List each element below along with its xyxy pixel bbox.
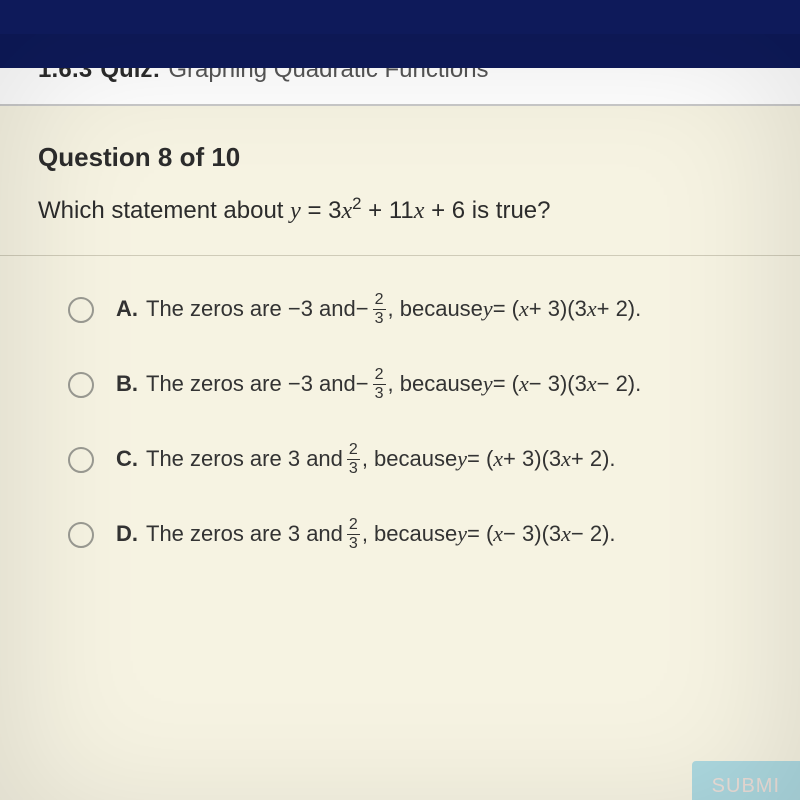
fraction: 2 3	[373, 292, 386, 327]
choice-c-text: C. The zeros are 3 and 2 3 , because y =…	[116, 442, 616, 477]
choice-letter: D.	[116, 521, 138, 547]
prompt-sup: 2	[352, 194, 361, 213]
eq-x2: x	[587, 371, 597, 397]
fraction-num: 2	[347, 517, 360, 535]
choice-fraction: 2 3	[343, 517, 362, 552]
fraction-num: 2	[347, 442, 360, 460]
eq-x1: x	[519, 296, 529, 322]
fraction-den: 3	[347, 535, 360, 552]
fraction-num: 2	[373, 367, 386, 385]
fraction-den: 3	[373, 310, 386, 327]
eq-after-y: = (	[467, 446, 493, 472]
eq-tail: + 2).	[571, 446, 616, 472]
fraction-sign: −	[356, 371, 369, 397]
eq-y: y	[457, 446, 467, 472]
choice-letter: B.	[116, 371, 138, 397]
choice-pre: The zeros are 3 and	[146, 446, 343, 472]
choice-letter: A.	[116, 296, 138, 322]
choice-c[interactable]: C. The zeros are 3 and 2 3 , because y =…	[68, 442, 762, 477]
choice-mid: , because	[388, 371, 483, 397]
radio-c[interactable]	[68, 447, 94, 473]
choice-d[interactable]: D. The zeros are 3 and 2 3 , because y =…	[68, 517, 762, 552]
eq-after-y: = (	[467, 521, 493, 547]
prompt-mid: + 11	[362, 197, 414, 224]
choice-mid: , because	[362, 521, 457, 547]
radio-b[interactable]	[68, 372, 94, 398]
prompt-eq: = 3	[301, 197, 342, 224]
eq-x2: x	[561, 521, 571, 547]
fraction-den: 3	[347, 460, 360, 477]
fraction: 2 3	[347, 442, 360, 477]
eq-tail: + 2).	[597, 296, 642, 322]
eq-mid: − 3)(3	[503, 521, 561, 547]
top-accent-bar	[0, 34, 800, 68]
prompt-var-x2: x	[414, 198, 425, 224]
question-prompt: Which statement about y = 3x2 + 11x + 6 …	[38, 193, 762, 229]
eq-mid: + 3)(3	[529, 296, 587, 322]
quiz-card: 1.6.3 Quiz: Graphing Quadratic Functions…	[0, 34, 800, 800]
prompt-var-x: x	[342, 198, 353, 224]
eq-after-y: = (	[493, 296, 519, 322]
eq-x2: x	[561, 446, 571, 472]
choices-list: A. The zeros are −3 and − 2 3 , because …	[38, 292, 762, 552]
question-number: Question 8 of 10	[38, 142, 762, 173]
prompt-tail: + 6 is true?	[424, 197, 550, 224]
choice-a[interactable]: A. The zeros are −3 and − 2 3 , because …	[68, 292, 762, 327]
eq-after-y: = (	[493, 371, 519, 397]
choice-pre: The zeros are 3 and	[146, 521, 343, 547]
submit-button[interactable]: SUBMI	[692, 761, 800, 800]
eq-tail: − 2).	[571, 521, 616, 547]
eq-x1: x	[493, 521, 503, 547]
choice-a-text: A. The zeros are −3 and − 2 3 , because …	[116, 292, 641, 327]
eq-y: y	[483, 371, 493, 397]
choice-fraction: − 2 3	[356, 367, 388, 402]
choice-mid: , because	[388, 296, 483, 322]
eq-mid: + 3)(3	[503, 446, 561, 472]
eq-x1: x	[519, 371, 529, 397]
eq-x1: x	[493, 446, 503, 472]
choice-fraction: 2 3	[343, 442, 362, 477]
fraction-num: 2	[373, 292, 386, 310]
eq-tail: − 2).	[597, 371, 642, 397]
eq-mid: − 3)(3	[529, 371, 587, 397]
choice-pre: The zeros are −3 and	[146, 296, 356, 322]
choice-pre: The zeros are −3 and	[146, 371, 356, 397]
fraction: 2 3	[347, 517, 360, 552]
choice-d-text: D. The zeros are 3 and 2 3 , because y =…	[116, 517, 616, 552]
eq-y: y	[483, 296, 493, 322]
radio-d[interactable]	[68, 522, 94, 548]
prompt-prefix: Which statement about	[38, 197, 290, 224]
fraction: 2 3	[373, 367, 386, 402]
fraction-sign: −	[356, 296, 369, 322]
choice-b-text: B. The zeros are −3 and − 2 3 , because …	[116, 367, 641, 402]
prompt-divider	[0, 255, 800, 256]
prompt-var-y: y	[290, 198, 301, 224]
eq-y: y	[457, 521, 467, 547]
eq-x2: x	[587, 296, 597, 322]
choice-letter: C.	[116, 446, 138, 472]
fraction-den: 3	[373, 385, 386, 402]
radio-a[interactable]	[68, 297, 94, 323]
choice-mid: , because	[362, 446, 457, 472]
choice-fraction: − 2 3	[356, 292, 388, 327]
choice-b[interactable]: B. The zeros are −3 and − 2 3 , because …	[68, 367, 762, 402]
quiz-content: Question 8 of 10 Which statement about y…	[0, 106, 800, 800]
